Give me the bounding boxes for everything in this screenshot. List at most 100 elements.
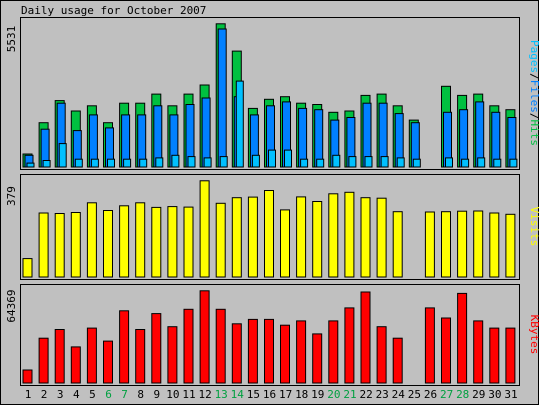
bar-pages-day-15 — [251, 154, 260, 168]
bar-pages-day-5 — [90, 158, 99, 168]
bar-pages-day-12 — [203, 157, 212, 168]
legend-part: Visits — [528, 207, 539, 247]
bar-pages-day-10 — [171, 154, 180, 168]
bar-visits-day-15 — [247, 196, 258, 278]
bar-visits-day-14 — [231, 197, 242, 278]
series-legend-label: Visits — [528, 207, 539, 247]
bar-kbytes-day-16 — [264, 318, 274, 384]
bar-kbytes-day-3 — [54, 329, 65, 384]
bar-visits-day-29 — [473, 210, 484, 278]
bar-kbytes-day-18 — [296, 320, 307, 384]
panel-frame — [20, 284, 520, 386]
bar-visits-day-27 — [441, 211, 451, 278]
bar-kbytes-day-12 — [199, 290, 210, 384]
panel-visits: 379 Visits — [5, 174, 539, 280]
x-tick-label-day-24: 24 — [392, 388, 406, 401]
bar-kbytes-day-13 — [215, 308, 226, 384]
chart-panels: 5531 Pages/Files/Hits 379 Visits 64369 KBytes — [5, 17, 539, 386]
bar-pages-day-3 — [58, 143, 67, 168]
x-tick-label-day-17: 17 — [279, 388, 292, 401]
bar-pages-day-16 — [268, 149, 276, 168]
bar-visits-day-11 — [183, 206, 194, 278]
bar-visits-day-23 — [376, 197, 387, 278]
y-max-label: 64369 — [5, 289, 18, 322]
x-tick-label-day-28: 28 — [456, 388, 469, 401]
series-pages — [26, 80, 518, 168]
bar-pages-day-19 — [316, 158, 325, 168]
x-tick-label-day-26: 26 — [424, 388, 437, 401]
bar-kbytes-day-30 — [489, 327, 500, 384]
bar-pages-day-21 — [348, 156, 357, 168]
bar-kbytes-day-5 — [86, 327, 97, 384]
bar-kbytes-day-28 — [457, 292, 468, 384]
bar-kbytes-day-1 — [22, 369, 33, 384]
bar-pages-day-29 — [477, 157, 486, 168]
bar-pages-day-18 — [300, 158, 309, 168]
x-tick-label-day-23: 23 — [376, 388, 389, 401]
x-tick-label-day-20: 20 — [327, 388, 340, 401]
bar-pages-day-6 — [107, 158, 115, 168]
legend-part: / — [528, 113, 539, 120]
bar-kbytes-day-2 — [38, 337, 49, 384]
bar-kbytes-day-11 — [183, 308, 194, 384]
y-max-label: 5531 — [5, 26, 18, 53]
series-visits — [22, 180, 516, 278]
bar-visits-day-19 — [312, 201, 323, 278]
x-tick-label-day-25: 25 — [408, 388, 421, 401]
x-tick-label-day-10: 10 — [166, 388, 179, 401]
legend-part: KBytes — [528, 315, 539, 355]
bar-visits-day-26 — [424, 211, 435, 278]
y-max-label: 379 — [5, 186, 18, 206]
bar-visits-day-3 — [54, 213, 65, 278]
bar-kbytes-day-26 — [424, 307, 435, 384]
bar-visits-day-7 — [119, 205, 130, 278]
bar-files-day-19 — [314, 109, 324, 168]
legend-part: / — [528, 73, 539, 80]
legend-part: Files — [528, 80, 539, 113]
x-tick-label-day-15: 15 — [247, 388, 260, 401]
x-tick-label-day-4: 4 — [73, 388, 80, 401]
x-tick-label-day-7: 7 — [121, 388, 128, 401]
panel-pages_files_hits: 5531 Pages/Files/Hits — [5, 17, 539, 170]
bar-pages-day-7 — [123, 158, 132, 168]
series-legend-label: Pages/Files/Hits — [528, 40, 539, 146]
x-tick-label-day-31: 31 — [504, 388, 517, 401]
bar-pages-day-2 — [42, 160, 51, 168]
x-tick-label-day-6: 6 — [105, 388, 112, 401]
bar-kbytes-day-24 — [392, 337, 403, 384]
series-legend-label: KBytes — [528, 315, 539, 355]
bar-files-day-18 — [298, 107, 308, 168]
bar-visits-day-24 — [392, 211, 403, 278]
bar-pages-day-31 — [509, 158, 518, 168]
bar-kbytes-day-6 — [103, 340, 113, 384]
bar-visits-day-28 — [457, 210, 468, 278]
bar-pages-day-17 — [284, 149, 292, 168]
bar-kbytes-day-8 — [135, 329, 146, 384]
x-tick-label-day-30: 30 — [488, 388, 501, 401]
panel-kbytes: 64369 KBytes — [5, 284, 539, 386]
x-tick-label-day-8: 8 — [137, 388, 144, 401]
bar-kbytes-day-14 — [231, 323, 242, 384]
bar-visits-day-21 — [344, 191, 355, 278]
bar-visits-day-10 — [167, 206, 178, 278]
bar-visits-day-16 — [264, 190, 274, 278]
bar-files-day-28 — [459, 109, 469, 168]
bar-visits-day-20 — [328, 193, 339, 278]
bar-kbytes-day-17 — [280, 324, 290, 384]
x-tick-label-day-11: 11 — [182, 388, 195, 401]
x-tick-label-day-3: 3 — [57, 388, 64, 401]
panel-frame — [20, 174, 520, 280]
bar-kbytes-day-29 — [473, 320, 484, 384]
bar-visits-day-31 — [505, 213, 516, 278]
bar-kbytes-day-19 — [312, 333, 323, 384]
bar-pages-day-25 — [412, 158, 421, 168]
bar-files-day-13 — [217, 28, 227, 168]
bar-kbytes-day-10 — [167, 326, 178, 384]
x-tick-label-day-21: 21 — [343, 388, 356, 401]
bar-pages-day-1 — [26, 162, 35, 168]
legend-part: Pages — [528, 40, 539, 73]
chart-title: Daily usage for October 2007 — [21, 4, 206, 17]
series-kbytes — [22, 290, 516, 384]
bar-kbytes-day-22 — [360, 291, 371, 384]
